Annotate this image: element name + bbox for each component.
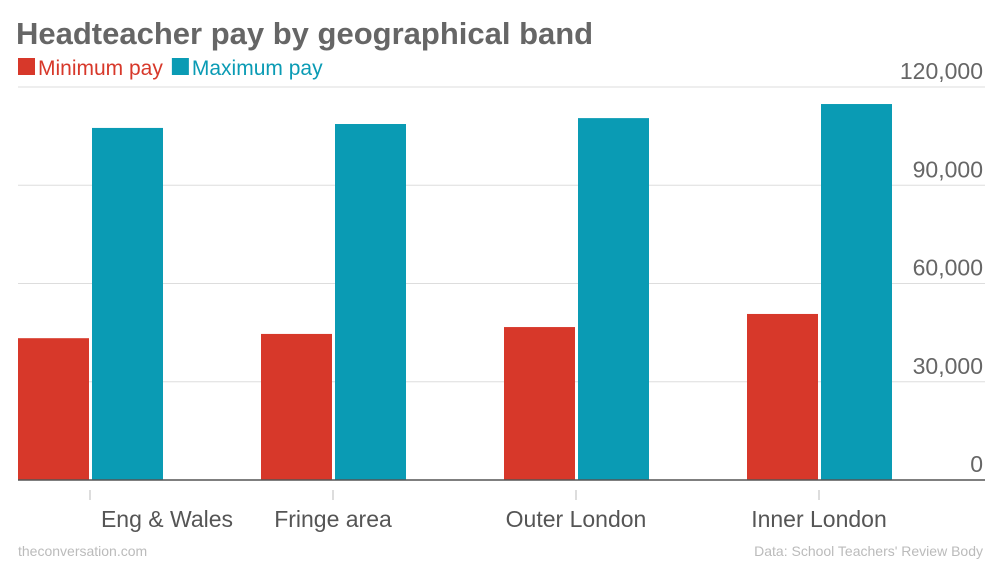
x-tick-label: Inner London [751, 506, 887, 532]
x-tick-label: Fringe area [274, 506, 392, 532]
y-tick-label: 120,000 [900, 58, 983, 84]
y-tick-label: 30,000 [913, 353, 983, 379]
credit: theconversation.com [18, 543, 147, 559]
legend-label: Maximum pay [192, 57, 323, 80]
legend-swatch [171, 58, 189, 75]
legend-swatch [18, 58, 35, 75]
source: Data: School Teachers' Review Body [754, 543, 983, 559]
y-tick-label: 90,000 [913, 156, 983, 182]
y-tick-label: 60,000 [913, 255, 983, 281]
bar [821, 104, 892, 480]
bar [18, 338, 89, 480]
bar [261, 333, 332, 480]
bar [747, 313, 818, 480]
bar [578, 118, 649, 481]
bar [335, 124, 406, 480]
x-tick-label: Outer London [506, 506, 647, 532]
bar [504, 327, 575, 480]
chart-title: Headteacher pay by geographical band [16, 16, 593, 51]
x-tick-label: Eng & Wales [101, 506, 233, 532]
bar [92, 127, 163, 480]
y-tick-label: 0 [970, 451, 983, 477]
legend-label: Minimum pay [38, 57, 163, 80]
